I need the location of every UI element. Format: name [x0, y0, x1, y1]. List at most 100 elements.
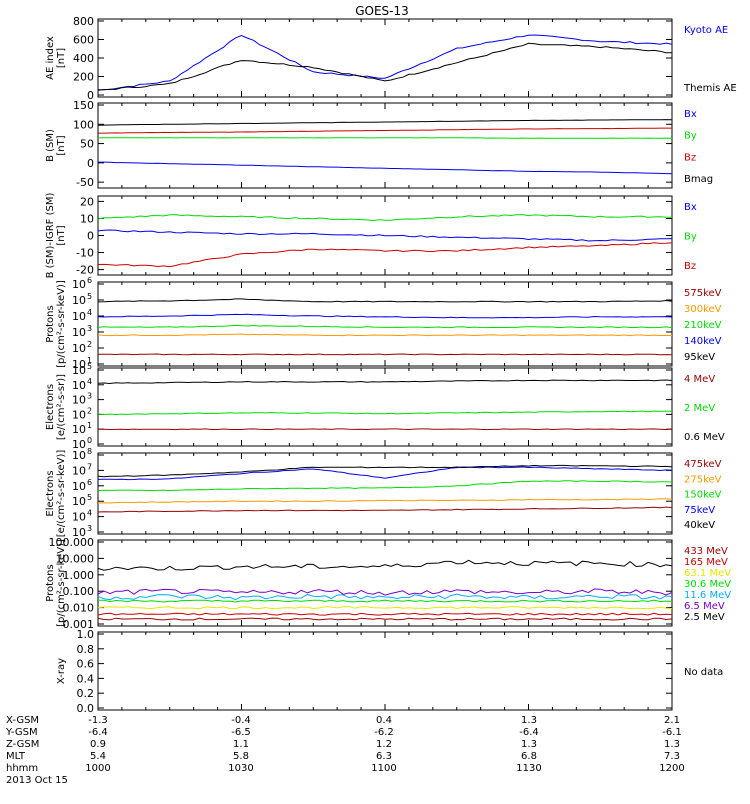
y-tick-label: 10	[72, 278, 86, 291]
legend-entry: 300keV	[684, 304, 722, 315]
series-line-140kev	[97, 313, 673, 319]
x-row-value: 1200	[659, 763, 684, 774]
y-tick-exponent: 3	[87, 392, 92, 401]
legend-entry: 75keV	[684, 505, 715, 516]
y-tick-label: 10	[72, 438, 86, 451]
plot-title: GOES-13	[355, 4, 409, 18]
y-tick-label: 10	[72, 394, 86, 407]
x-row-value: 1130	[516, 763, 541, 774]
x-row-label: X-GSM	[6, 715, 39, 726]
y-axis-label: [nT]	[56, 48, 67, 68]
y-tick-label: 10	[72, 326, 86, 339]
y-tick-exponent: 1	[87, 421, 92, 430]
legend-entry: 275keV	[684, 474, 722, 485]
y-axis-label: Protons	[45, 305, 56, 342]
y-tick-exponent: 5	[87, 493, 92, 502]
y-tick-label: 0.010	[63, 602, 95, 615]
y-tick-label: 0	[87, 230, 94, 243]
series-line-kyoto-ae	[97, 34, 673, 91]
x-row-value: 6.8	[521, 751, 537, 762]
y-axis-label: X-ray	[56, 658, 67, 684]
panel-frame	[97, 367, 673, 447]
y-axis-label: [e/(cm²-s-sr)]	[56, 374, 67, 440]
y-tick-label: 150	[73, 99, 94, 112]
y-tick-label: 10	[72, 310, 86, 323]
x-row-value: 2.1	[664, 715, 680, 726]
y-tick-exponent: 4	[87, 377, 92, 386]
legend-entry: 40keV	[684, 520, 715, 531]
series-line-2-mev	[97, 410, 673, 416]
y-tick-label: 10	[72, 379, 86, 392]
panel-frame	[97, 452, 673, 535]
x-row-value: 1.3	[521, 715, 537, 726]
x-row-value: -1.3	[88, 715, 108, 726]
y-tick-label: 0.001	[63, 618, 95, 631]
series-line-2-5-mev	[97, 559, 673, 571]
x-row-value: -0.4	[231, 715, 251, 726]
y-tick-label: 100	[73, 118, 94, 131]
y-tick-label: 0	[87, 157, 94, 170]
legend-entry: Bz	[684, 152, 696, 163]
y-tick-exponent: 3	[87, 524, 92, 533]
series-line-by	[97, 214, 673, 222]
y-tick-label: 0.0	[77, 702, 95, 715]
y-tick-exponent: 8	[87, 447, 92, 456]
legend-entry: Kyoto AE	[684, 25, 728, 36]
y-tick-label: 200	[73, 71, 94, 84]
series-line-275kev	[97, 498, 673, 504]
y-tick-exponent: 2	[87, 406, 92, 415]
y-tick-label: 1.000	[63, 569, 95, 582]
series-line-6-5-mev	[97, 588, 673, 596]
legend-entry: 2.5 MeV	[684, 612, 725, 623]
x-row-value: 5.8	[233, 751, 249, 762]
x-row-value: 1.3	[664, 739, 680, 750]
y-tick-exponent: 7	[87, 462, 92, 471]
x-row-value: -6.5	[231, 727, 251, 738]
y-tick-exponent: 5	[87, 362, 92, 371]
y-tick-label: -20	[76, 264, 94, 277]
x-row-value: -6.1	[662, 727, 682, 738]
legend-entry: Themis AE	[683, 83, 737, 94]
y-tick-label: 0.6	[77, 658, 95, 671]
y-tick-label: 10	[72, 408, 86, 421]
panel-ae: 0 200 400 600 800 AE index [nT] Kyoto AE Themis …	[45, 15, 737, 102]
legend-entry: 2 MeV	[684, 403, 715, 414]
y-tick-label: 10	[72, 342, 86, 355]
legend-entry: 95keV	[684, 352, 715, 363]
x-row-value: 5.4	[90, 751, 106, 762]
legend-entry: No data	[684, 667, 723, 678]
legend-entry: 30.6 MeV	[684, 579, 731, 590]
y-axis-label: [nT]	[56, 225, 67, 245]
legend-entry: 0.6 MeV	[684, 432, 725, 443]
y-tick-label: 10	[72, 449, 86, 462]
x-row-value: -6.4	[519, 727, 539, 738]
series-line-575kev	[98, 353, 673, 356]
y-tick-label: 600	[73, 34, 94, 47]
y-tick-label: -50	[76, 176, 94, 189]
legend-entry: 11.6 MeV	[684, 590, 731, 601]
series-line-210kev	[97, 324, 673, 329]
x-row-value: 1.3	[521, 739, 537, 750]
y-axis-label: B (SM)-IGRF (SM)	[45, 193, 56, 279]
legend-entry: Bx	[684, 202, 697, 213]
series-line-433-mev	[97, 617, 673, 621]
series-line-11-6-mev	[97, 593, 673, 601]
x-row-value: -6.4	[88, 727, 108, 738]
y-tick-label: 0.8	[77, 643, 95, 656]
y-tick-exponent: 2	[87, 340, 92, 349]
y-tick-label: -10	[76, 247, 94, 260]
x-row-value: -6.2	[374, 727, 394, 738]
legend-entry: 6.5 MeV	[684, 601, 725, 612]
legend-entry: 433 MeV	[684, 546, 728, 557]
legend-entry: 140keV	[684, 336, 722, 347]
legend-entry: 575keV	[684, 288, 722, 299]
y-tick-label: 0	[87, 89, 94, 102]
y-tick-exponent: 6	[87, 276, 92, 285]
y-tick-label: 0.100	[63, 585, 95, 598]
y-tick-label: 1.0	[77, 628, 95, 641]
series-line-by	[97, 137, 673, 139]
x-row-label: Y-GSM	[5, 727, 38, 738]
